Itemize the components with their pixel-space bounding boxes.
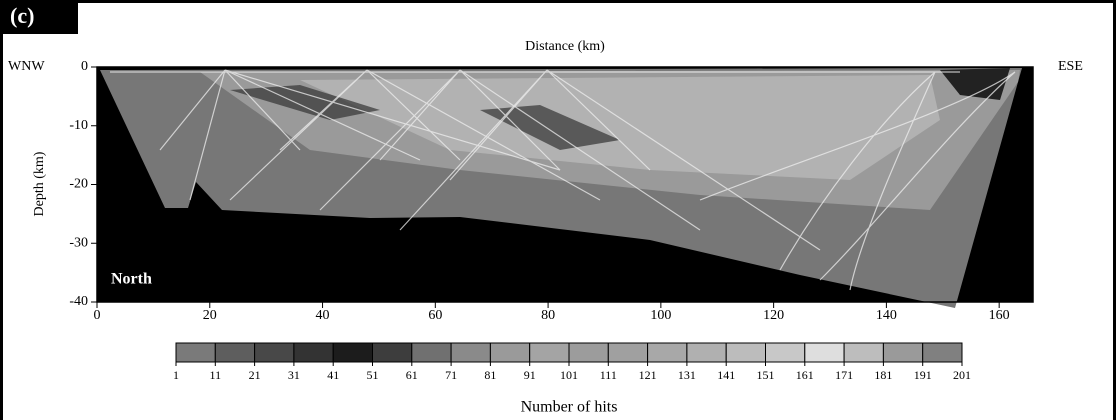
colorbar-swatch xyxy=(843,342,884,363)
colorbar-swatch xyxy=(372,342,413,363)
colorbar-swatch xyxy=(686,342,727,363)
colorbar-tick-label: 21 xyxy=(249,368,261,382)
x-tick-label: 100 xyxy=(650,308,671,323)
colorbar-tick-label: 1 xyxy=(173,368,179,382)
colorbar-swatch xyxy=(882,342,924,363)
colorbar-tick-label: 111 xyxy=(600,368,617,382)
x-tick-label: 80 xyxy=(541,308,555,323)
colorbar-tick-label: 171 xyxy=(835,368,853,382)
colorbar-swatch xyxy=(293,342,334,363)
colorbar-tick-label: 81 xyxy=(484,368,496,382)
colorbar-swatch xyxy=(607,342,649,363)
x-tick-label: 0 xyxy=(94,308,101,323)
colorbar-tick-label: 41 xyxy=(327,368,339,382)
y-tick-label: -20 xyxy=(69,177,88,192)
colorbar-tick-label: 71 xyxy=(445,368,457,382)
ray-fans xyxy=(110,69,1016,291)
colorbar-swatch xyxy=(765,342,806,363)
x-tick-label: 20 xyxy=(203,308,217,323)
colorbar-swatch xyxy=(922,342,963,363)
y-tick-label: -10 xyxy=(69,118,88,133)
coverage-image xyxy=(96,66,1034,308)
left-label: WNW xyxy=(8,59,45,74)
colorbar-swatch xyxy=(804,342,845,363)
colorbar-tick-label: 121 xyxy=(639,368,657,382)
y-axis-title: Depth (km) xyxy=(32,151,47,216)
colorbar-tick-label: 31 xyxy=(288,368,300,382)
colorbar-tick-label: 131 xyxy=(678,368,696,382)
colorbar-tick-label: 151 xyxy=(757,368,775,382)
colorbar-swatch xyxy=(411,342,452,363)
colorbar-tick-label: 101 xyxy=(560,368,578,382)
colorbar-swatch xyxy=(332,342,374,363)
low-coverage-patch xyxy=(230,85,380,120)
x-axis-title: Distance (km) xyxy=(525,39,605,54)
colorbar-tick-label: 91 xyxy=(524,368,536,382)
x-tick-label: 120 xyxy=(763,308,784,323)
colorbar-swatch xyxy=(725,342,767,363)
colorbar-swatch xyxy=(568,342,609,363)
colorbar-swatch xyxy=(254,342,295,363)
colorbar-swatch xyxy=(489,342,531,363)
colorbar-title: Number of hits xyxy=(521,399,618,416)
colorbar-swatch xyxy=(214,342,256,363)
colorbar-tick-label: 61 xyxy=(406,368,418,382)
x-tick-label: 140 xyxy=(876,308,897,323)
low-coverage-patch xyxy=(940,68,1010,100)
low-coverage-patch xyxy=(480,105,620,150)
y-tick-label: -40 xyxy=(69,294,88,309)
colorbar-tick-label: 141 xyxy=(717,368,735,382)
colorbar-tick-label: 201 xyxy=(953,368,971,382)
panel-label: (c) xyxy=(10,3,34,28)
colorbar-tick-label: 11 xyxy=(210,368,222,382)
right-label: ESE xyxy=(1058,59,1083,74)
x-tick-label: 40 xyxy=(316,308,330,323)
y-tick-label: -30 xyxy=(69,235,88,250)
y-tick-label: 0 xyxy=(81,59,88,74)
coverage-densest xyxy=(300,75,940,180)
colorbar-tick-label: 181 xyxy=(874,368,892,382)
colorbar-swatch xyxy=(450,342,491,363)
x-tick-label: 60 xyxy=(428,308,442,323)
colorbar-swatch xyxy=(175,342,216,363)
colorbar-tick-label: 191 xyxy=(914,368,932,382)
colorbar-swatch xyxy=(647,342,688,363)
x-tick-label: 160 xyxy=(989,308,1010,323)
colorbar-tick-label: 161 xyxy=(796,368,814,382)
colorbar-tick-label: 51 xyxy=(367,368,379,382)
colorbar-swatch xyxy=(529,342,570,363)
panel-label-box xyxy=(0,0,78,34)
annotation: North xyxy=(111,271,152,288)
